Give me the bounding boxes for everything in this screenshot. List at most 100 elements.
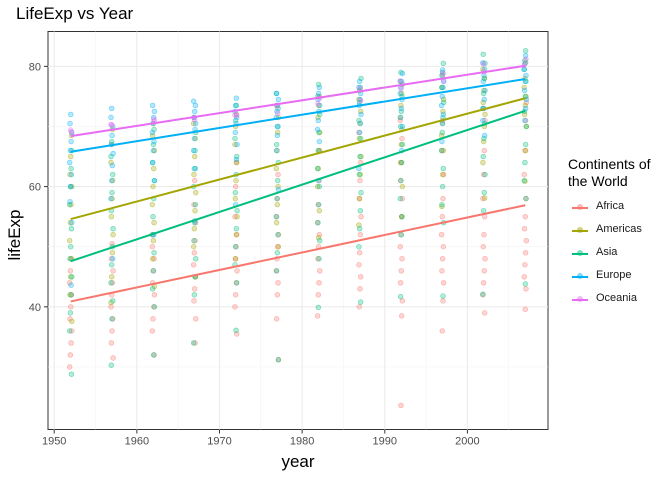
point-asia xyxy=(151,250,157,256)
point-asia xyxy=(274,177,281,184)
point-africa xyxy=(521,225,528,232)
legend-items: Africa Americas Asia Europe Oceania xyxy=(568,196,672,311)
point-asia xyxy=(357,299,364,305)
point-asia xyxy=(273,141,280,148)
point-africa xyxy=(191,250,198,256)
point-oceania xyxy=(234,112,240,118)
point-africa xyxy=(482,256,488,262)
point-africa xyxy=(521,171,527,178)
y-axis-label: lifeExp xyxy=(5,209,24,261)
point-americas xyxy=(150,238,157,244)
point-oceania xyxy=(274,110,281,116)
point-europe xyxy=(149,102,156,109)
legend-dot xyxy=(577,273,583,279)
panel-border xyxy=(47,31,549,430)
point-europe xyxy=(190,147,197,154)
point-africa xyxy=(108,256,115,262)
point-africa xyxy=(356,250,363,256)
point-africa xyxy=(191,201,197,208)
point-asia xyxy=(440,165,447,172)
point-asia xyxy=(109,189,115,196)
point-africa xyxy=(523,238,530,244)
point-europe xyxy=(440,111,447,118)
point-asia xyxy=(68,225,75,232)
point-africa xyxy=(521,274,527,280)
point-asia xyxy=(234,280,240,286)
point-asia xyxy=(399,141,406,148)
point-europe xyxy=(439,93,445,100)
point-europe xyxy=(108,105,115,112)
point-asia xyxy=(357,153,363,160)
point-europe xyxy=(399,123,406,130)
point-asia xyxy=(440,293,446,299)
point-africa xyxy=(357,274,364,280)
point-africa xyxy=(397,280,404,286)
point-asia xyxy=(357,207,364,214)
point-asia xyxy=(233,327,239,334)
point-europe xyxy=(68,183,74,190)
point-asia xyxy=(397,123,404,130)
point-asia xyxy=(192,147,198,154)
legend-item-americas: Americas xyxy=(568,219,672,242)
point-asia xyxy=(274,195,280,202)
point-africa xyxy=(151,256,157,262)
point-asia xyxy=(68,371,75,377)
point-asia xyxy=(439,201,445,208)
point-europe xyxy=(480,78,486,85)
point-europe xyxy=(273,90,280,97)
point-asia xyxy=(357,135,364,142)
point-africa xyxy=(481,147,488,154)
point-europe xyxy=(108,114,114,121)
point-americas xyxy=(274,201,281,208)
point-americas xyxy=(522,147,529,154)
point-asia xyxy=(108,280,114,286)
point-asia xyxy=(232,189,239,196)
point-africa xyxy=(108,304,114,310)
point-americas xyxy=(191,153,198,160)
legend-label: Americas xyxy=(596,223,642,235)
point-americas xyxy=(233,177,239,184)
point-asia xyxy=(273,268,280,274)
point-africa xyxy=(274,292,281,298)
point-europe xyxy=(397,90,403,97)
point-europe xyxy=(151,108,158,115)
point-americas xyxy=(356,135,362,142)
legend-item-africa: Africa xyxy=(568,196,672,219)
point-asia xyxy=(439,129,445,136)
point-americas xyxy=(150,183,156,190)
point-asia xyxy=(440,60,447,67)
point-oceania xyxy=(398,85,404,92)
point-europe xyxy=(481,96,488,103)
point-africa xyxy=(398,268,405,274)
point-africa xyxy=(150,316,156,322)
point-asia xyxy=(480,51,486,58)
point-asia xyxy=(315,304,322,311)
point-europe xyxy=(69,219,75,226)
point-asia xyxy=(191,238,197,244)
point-americas xyxy=(66,238,73,244)
point-asia xyxy=(190,340,197,346)
point-europe xyxy=(523,72,529,79)
point-oceania xyxy=(108,121,115,128)
point-africa xyxy=(522,306,528,312)
point-africa xyxy=(357,177,363,184)
point-africa xyxy=(234,268,240,274)
point-africa xyxy=(523,99,530,106)
point-asia xyxy=(151,352,157,358)
point-oceania xyxy=(357,97,364,104)
point-africa xyxy=(109,328,115,334)
point-africa xyxy=(66,364,73,370)
point-europe xyxy=(191,135,198,142)
point-africa xyxy=(522,213,528,220)
point-asia xyxy=(438,147,445,154)
point-asia xyxy=(275,232,281,238)
point-europe xyxy=(440,84,446,91)
point-americas xyxy=(190,244,197,250)
point-africa xyxy=(273,316,280,322)
point-europe xyxy=(150,147,157,154)
point-europe xyxy=(480,117,486,124)
point-asia xyxy=(356,244,362,250)
point-asia xyxy=(108,362,115,368)
point-americas xyxy=(275,244,282,250)
point-americas xyxy=(480,99,486,106)
